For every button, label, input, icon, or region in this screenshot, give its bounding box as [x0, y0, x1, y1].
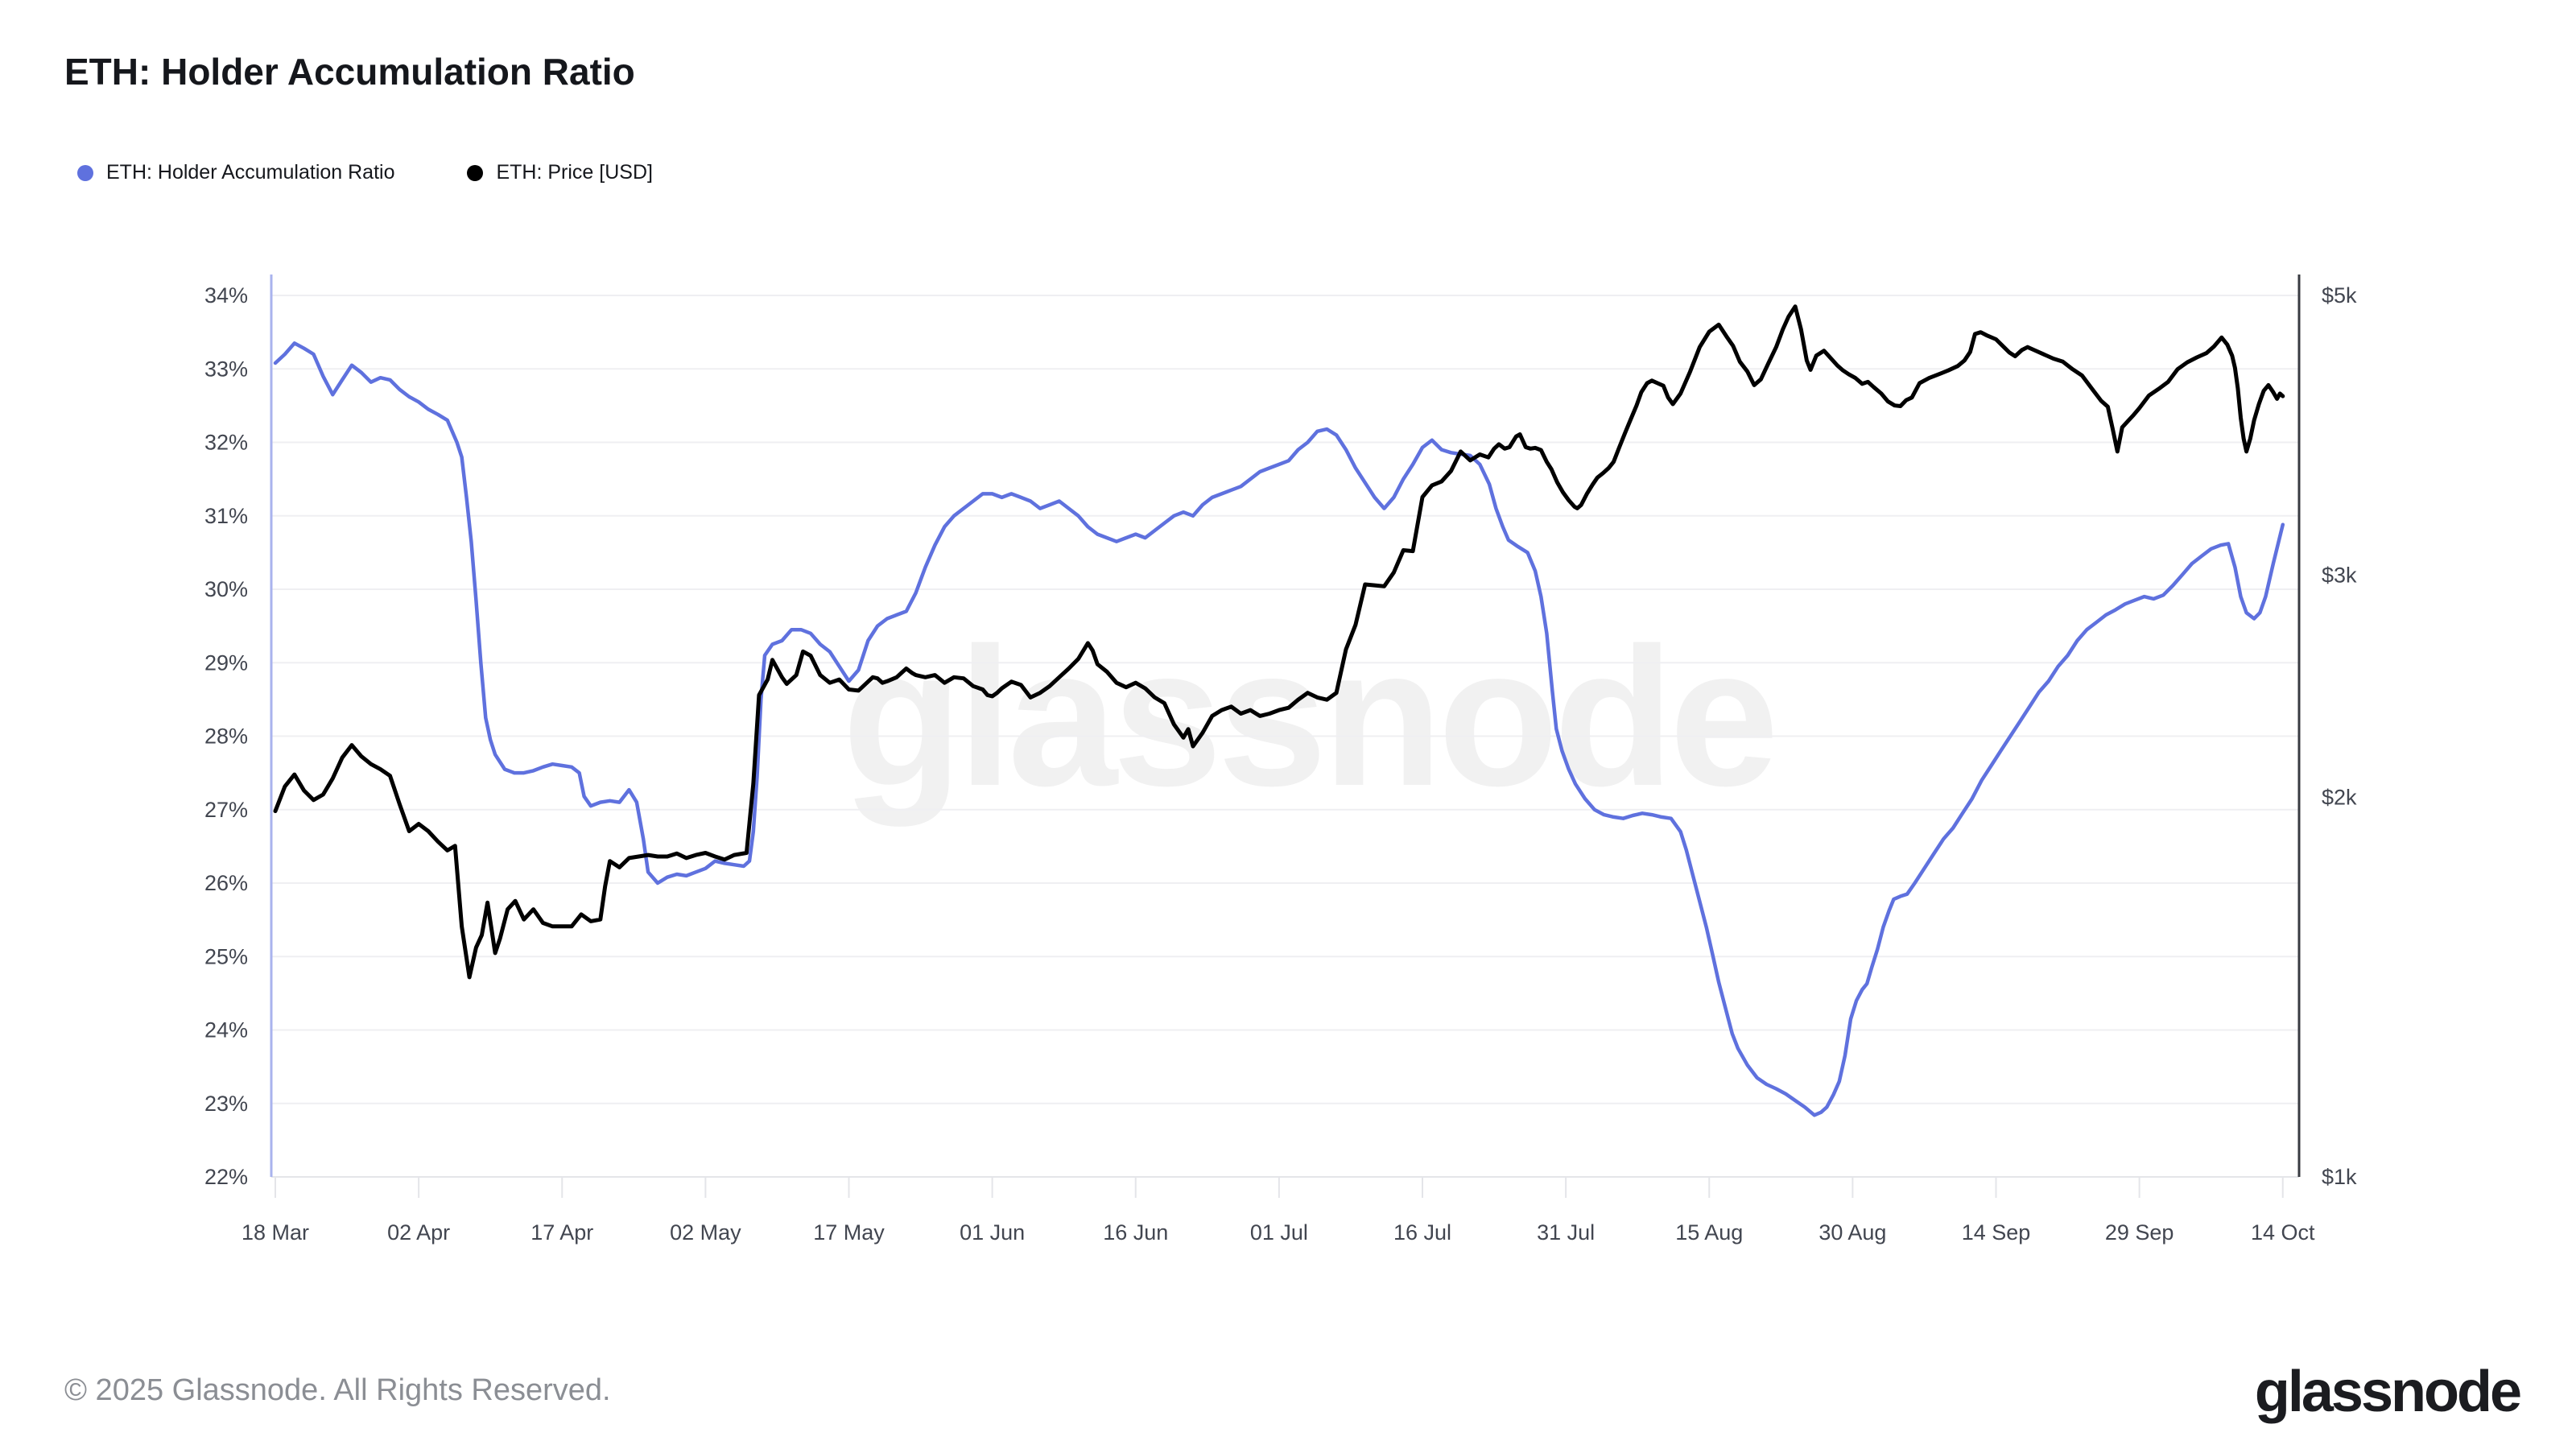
y-left-axis-label: 33% — [204, 357, 248, 381]
x-axis-label: 18 Mar — [242, 1220, 309, 1245]
y-right-axis-label: $1k — [2322, 1165, 2357, 1189]
y-left-axis-label: 31% — [204, 504, 248, 528]
y-left-axis-label: 22% — [204, 1165, 248, 1189]
legend-label-price: ETH: Price [USD] — [496, 161, 653, 184]
y-left-axis-label: 25% — [204, 944, 248, 968]
legend-item-price[interactable]: ETH: Price [USD] — [467, 161, 653, 184]
legend-item-accumulation-ratio[interactable]: ETH: Holder Accumulation Ratio — [77, 161, 394, 184]
x-axis-label: 31 Jul — [1537, 1220, 1595, 1245]
x-axis-label: 14 Sep — [1962, 1220, 2031, 1245]
x-axis-label: 17 May — [813, 1220, 885, 1245]
x-axis-label: 17 Apr — [530, 1220, 593, 1245]
x-axis-label: 01 Jun — [960, 1220, 1025, 1245]
y-right-axis-label: $2k — [2322, 785, 2357, 809]
glassnode-logo[interactable]: glassnode — [2254, 1360, 2522, 1424]
y-left-axis-label: 26% — [204, 871, 248, 895]
page-title: ETH: Holder Accumulation Ratio — [64, 51, 635, 93]
x-axis-label: 16 Jun — [1103, 1220, 1168, 1245]
series-line-price — [273, 304, 2285, 980]
y-left-axis-label: 27% — [204, 798, 248, 822]
x-axis-label: 02 Apr — [387, 1220, 450, 1245]
y-left-axis-label: 30% — [204, 577, 248, 601]
y-left-axis-label: 34% — [204, 283, 248, 308]
legend: ETH: Holder Accumulation Ratio ETH: Pric… — [77, 161, 653, 184]
y-left-axis-label: 32% — [204, 431, 248, 455]
watermark-text: glassnode — [842, 606, 1774, 827]
y-left-axis-label: 23% — [204, 1092, 248, 1116]
y-left-axis-label: 24% — [204, 1018, 248, 1042]
y-right-axis-label: $5k — [2322, 283, 2357, 308]
x-axis-label: 01 Jul — [1250, 1220, 1308, 1245]
copyright-text: © 2025 Glassnode. All Rights Reserved. — [64, 1373, 611, 1407]
x-axis-label: 14 Oct — [2251, 1220, 2315, 1245]
x-axis-label: 30 Aug — [1818, 1220, 1886, 1245]
series-line-accumulation-ratio — [273, 341, 2285, 1117]
x-axis-label: 15 Aug — [1675, 1220, 1743, 1245]
legend-dot-blue-icon — [77, 164, 93, 181]
x-axis-label: 29 Sep — [2105, 1220, 2174, 1245]
y-right-axis-label: $3k — [2322, 564, 2357, 588]
x-axis-label: 02 May — [670, 1220, 741, 1245]
legend-dot-black-icon — [467, 164, 484, 181]
y-left-axis-label: 29% — [204, 650, 248, 675]
y-left-axis-label: 28% — [204, 724, 248, 749]
legend-label-accumulation-ratio: ETH: Holder Accumulation Ratio — [106, 161, 395, 184]
x-axis-label: 16 Jul — [1393, 1220, 1451, 1245]
